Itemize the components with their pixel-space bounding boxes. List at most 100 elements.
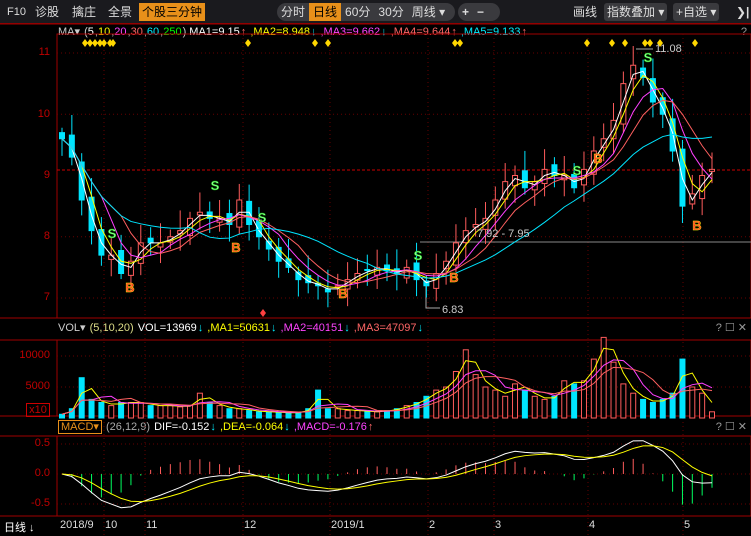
volume-bar: [206, 402, 213, 419]
vol-ma2: ,MA2=40151: [280, 322, 344, 334]
signal-diamond: [260, 309, 266, 317]
ma-line-4: [61, 99, 713, 284]
price-tick: 10: [37, 108, 50, 120]
volume-bar: [364, 411, 371, 419]
volume-bar: [216, 405, 223, 419]
buy-signal: B: [593, 151, 602, 166]
volume-bar: [482, 386, 489, 419]
volume-bar: [640, 398, 647, 419]
sell-signal: S: [211, 178, 220, 193]
ma4-value: ,MA4=9.644: [390, 26, 451, 38]
zhuang-button[interactable]: 擒庄: [72, 5, 97, 19]
vol-panel-buttons[interactable]: ? ☐ ✕: [715, 322, 747, 334]
candle-body: [590, 150, 597, 175]
dif-line: [61, 440, 713, 509]
ma-menu[interactable]: MA▾: [58, 26, 81, 38]
ma-param: 30: [130, 26, 143, 38]
buy-signal: B: [338, 286, 347, 301]
buy-signal: B: [231, 240, 240, 255]
buy-signal: B: [692, 218, 701, 233]
volume-bar: [324, 408, 331, 419]
candle-body: [275, 246, 282, 262]
period-switch[interactable]: 日线 ↓: [4, 522, 35, 534]
index-overlay-button[interactable]: 指数叠加 ▾: [604, 3, 668, 21]
price-tick: 7: [43, 291, 50, 303]
tab-60min[interactable]: 60分: [345, 5, 371, 19]
volume-bar: [571, 383, 578, 419]
f10-button[interactable]: F10: [7, 6, 26, 18]
candle-body: [137, 242, 144, 264]
volume-bar: [354, 410, 361, 419]
signal-diamond: [101, 39, 107, 47]
three-minute-button[interactable]: 个股三分钟: [139, 3, 206, 21]
volume-bar: [305, 408, 312, 419]
zoom-in-button[interactable]: +: [462, 5, 470, 19]
macd-tick: -0.5: [31, 497, 50, 509]
candle-body: [630, 64, 637, 80]
macd-menu[interactable]: MACD▾: [58, 420, 102, 434]
volume-bar: [659, 398, 666, 419]
volume-bar: [452, 371, 459, 419]
vol-legend: VOL▾ (5,10,20) VOL=13969↓ ,MA1=50631↓ ,M…: [58, 322, 423, 334]
candle-body: [620, 83, 627, 125]
volume-unit: x10: [26, 403, 50, 417]
help-icon[interactable]: ?: [740, 26, 747, 38]
volume-bar: [167, 405, 174, 419]
volume-bar: [88, 398, 95, 419]
ma-line-5: [61, 133, 713, 279]
volume-bar: [423, 395, 430, 419]
sell-signal: S: [573, 163, 582, 178]
candle-body: [236, 199, 243, 228]
tab-30min[interactable]: 30分: [378, 5, 404, 19]
candle-body: [324, 288, 331, 293]
volume-bar: [285, 412, 292, 419]
volume-bar: [689, 386, 696, 419]
add-watchlist-button[interactable]: +自选 ▾: [673, 3, 720, 21]
ma-param: 250: [163, 26, 182, 38]
candle-body: [600, 138, 607, 148]
collapse-icon[interactable]: ❯|: [736, 5, 750, 19]
volume-bar: [413, 402, 420, 419]
signal-diamond: [82, 39, 88, 47]
panorama-button[interactable]: 全景: [108, 5, 133, 19]
period-tabs: 分时 日线 60分 30分 周线 ▾: [277, 3, 455, 21]
tab-daily[interactable]: 日线: [309, 3, 342, 21]
candle-body: [147, 237, 154, 244]
tab-intraday[interactable]: 分时: [281, 5, 306, 19]
macd-panel-buttons[interactable]: ? ☐ ✕: [715, 421, 747, 433]
volume-bar: [236, 408, 243, 419]
draw-button[interactable]: 画线: [573, 5, 598, 19]
candle-body: [127, 260, 134, 276]
ma1-value: MA1=9.15: [189, 26, 240, 38]
volume-bar: [462, 349, 469, 419]
ma-param: 60: [146, 26, 160, 38]
signal-diamond: [622, 39, 628, 47]
sell-signal: S: [644, 50, 653, 65]
volume-bar: [147, 405, 154, 419]
macd-tick: 0.0: [34, 467, 50, 479]
candle-body: [709, 168, 715, 172]
tab-weekly[interactable]: 周线 ▾: [411, 5, 446, 19]
volume-bar: [226, 408, 233, 419]
volume-bar: [334, 408, 341, 419]
volume-bar: [157, 405, 164, 419]
candle-body: [423, 280, 430, 287]
vol-menu[interactable]: VOL▾: [58, 322, 86, 334]
price-tick: 11: [38, 46, 50, 58]
sell-signal: S: [414, 248, 423, 263]
volume-bar: [246, 410, 253, 419]
zoom-out-button[interactable]: −: [477, 5, 485, 19]
ma-param: 20: [114, 26, 127, 38]
volume-bar: [393, 408, 400, 419]
low-annotation: 6.83: [442, 304, 464, 316]
volume-bar: [403, 405, 410, 419]
candle-body: [492, 199, 499, 216]
diagnose-button[interactable]: 诊股: [35, 5, 60, 19]
candle-body: [334, 285, 341, 288]
volume-bar: [295, 411, 302, 419]
candle-body: [384, 264, 390, 271]
candle-body: [78, 161, 85, 201]
volume-bar: [561, 380, 568, 419]
signal-diamond: [87, 39, 93, 47]
